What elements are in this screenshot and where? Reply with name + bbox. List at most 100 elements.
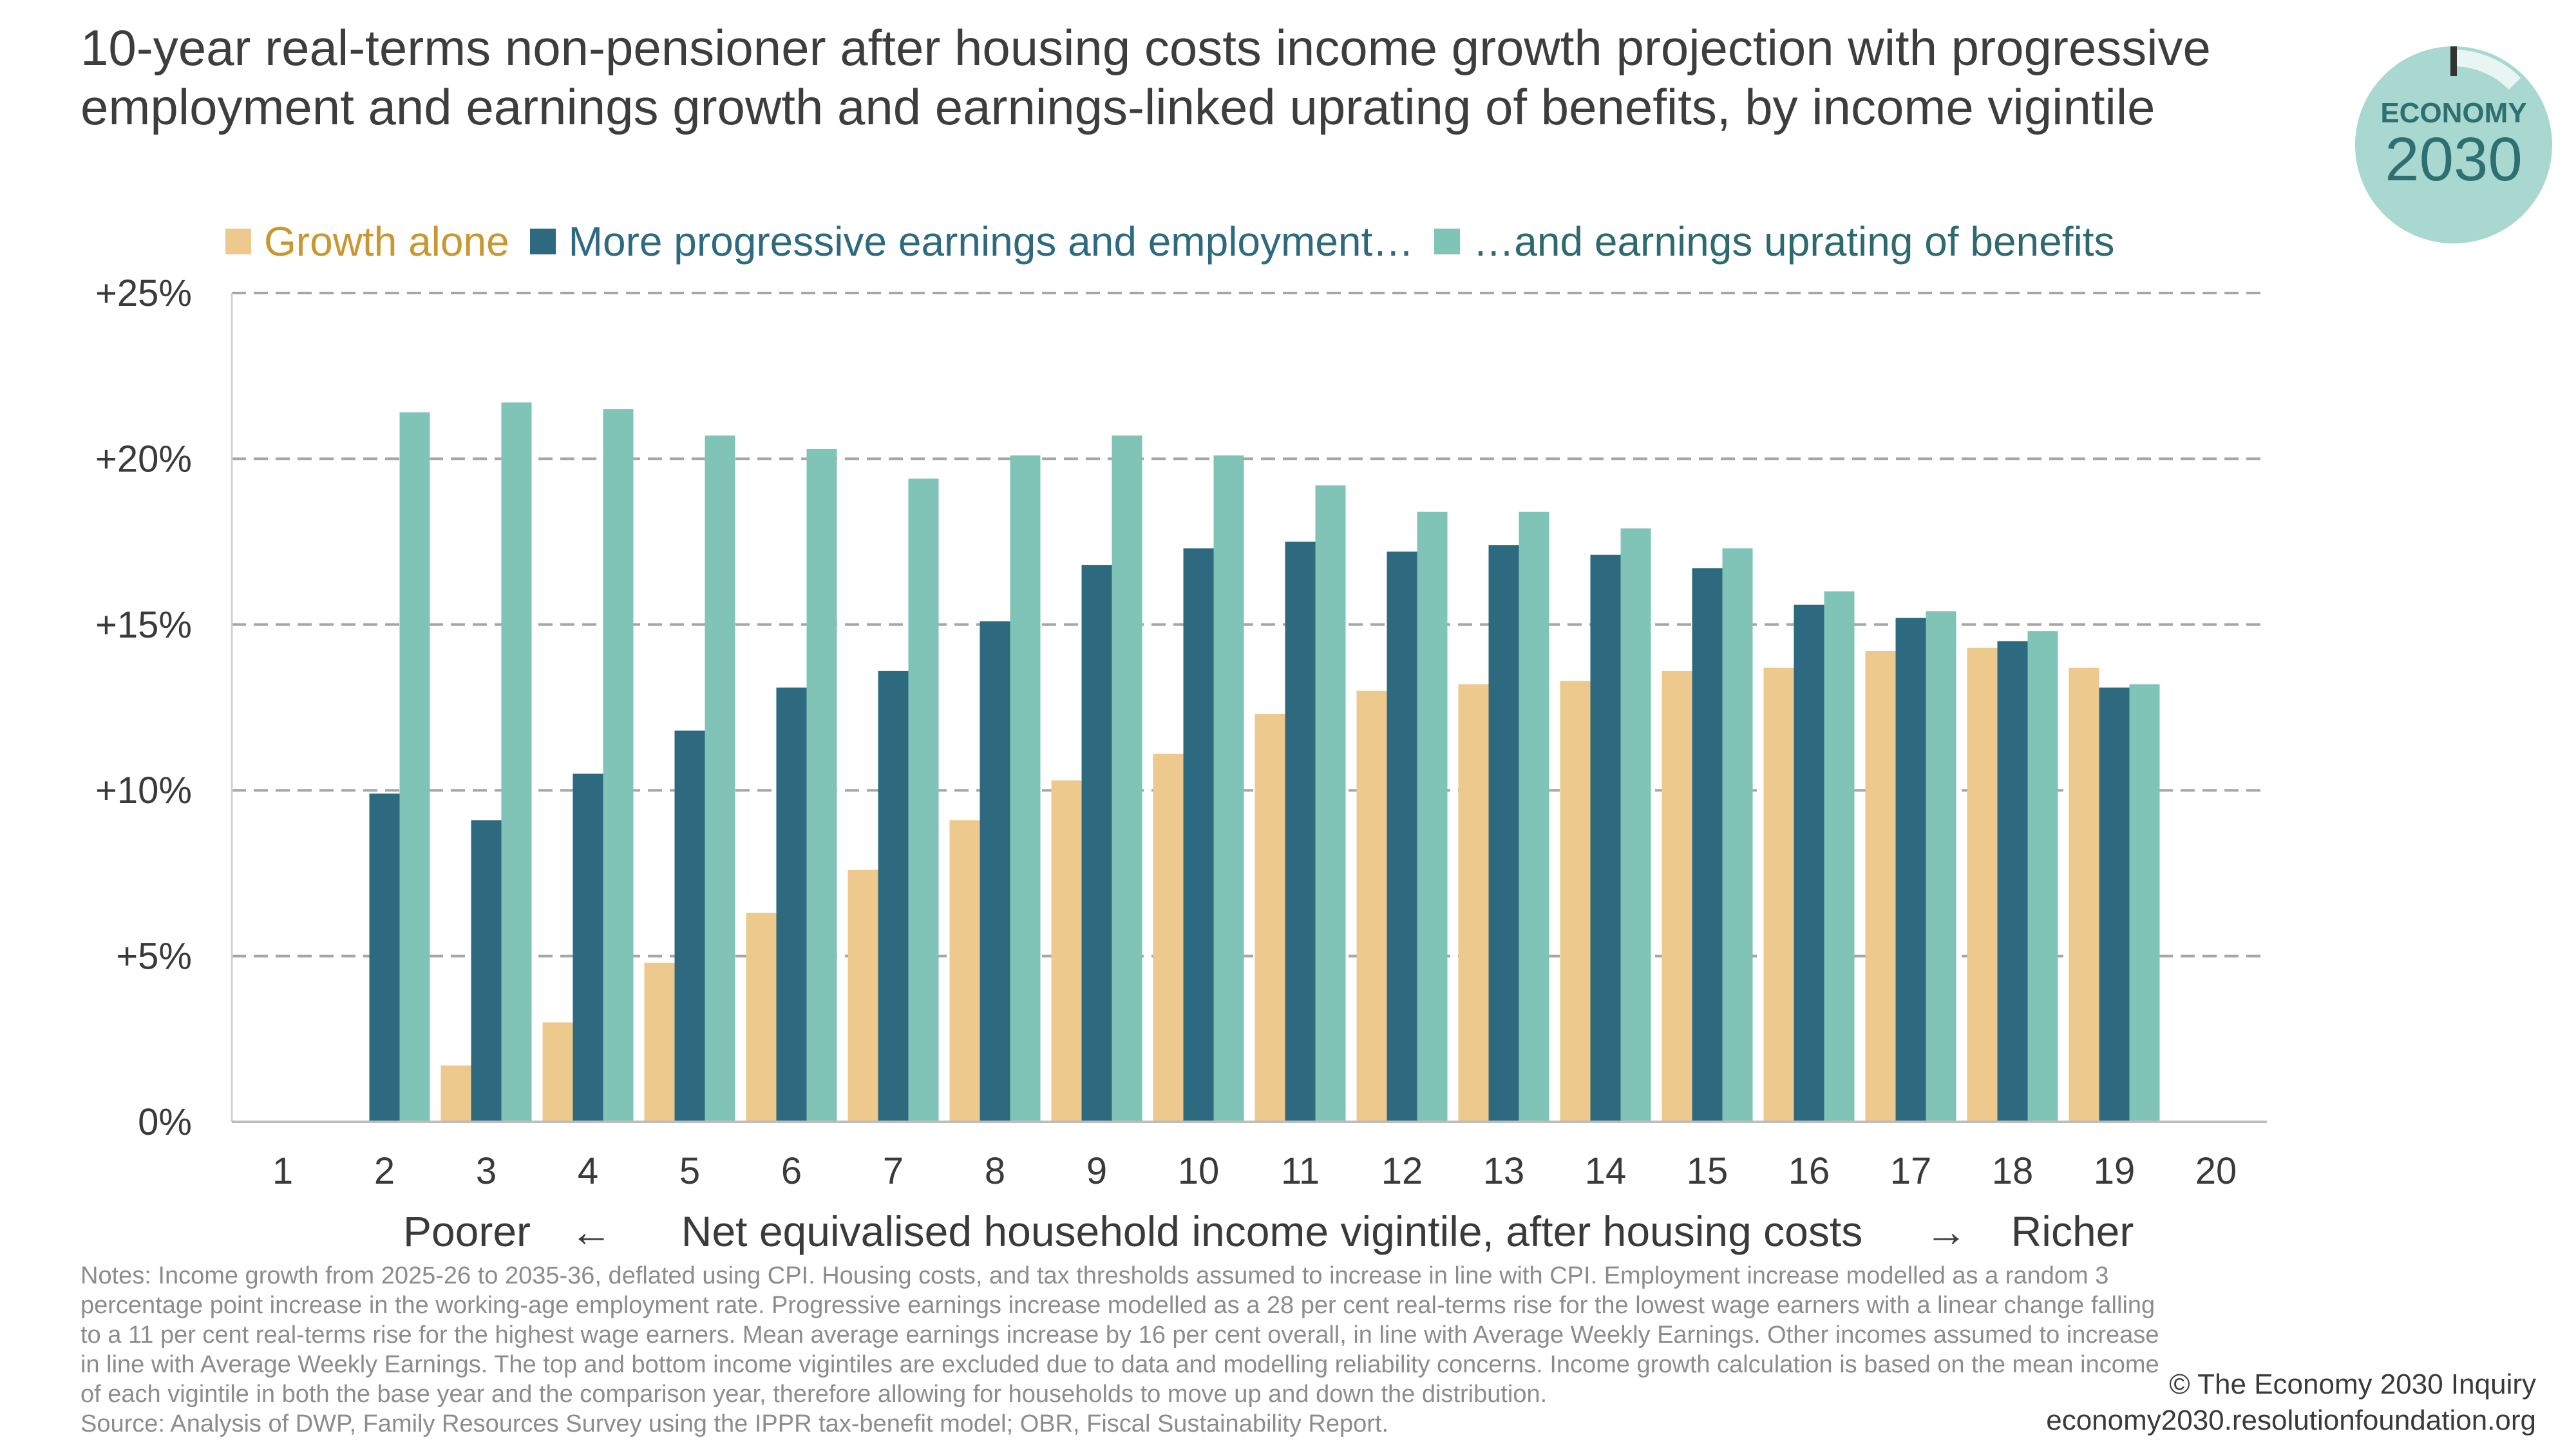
logo-tick — [2450, 46, 2457, 76]
x-tick-label: 11 — [1281, 1150, 1320, 1192]
y-tick-label: +5% — [116, 936, 192, 978]
x-tick-label: 16 — [1788, 1150, 1830, 1192]
x-axis-label-poorer: Poorer — [403, 1208, 531, 1255]
bar-progressive-16 — [1794, 604, 1824, 1122]
source-text: Source: Analysis of DWP, Family Resource… — [80, 1410, 1389, 1437]
bar-uprating-13 — [1519, 511, 1549, 1122]
y-tick-labels: 0% +5% +10% +15% +20% +25% — [95, 272, 192, 1143]
bar-growth-11 — [1255, 714, 1285, 1122]
bar-progressive-3 — [471, 820, 502, 1122]
bar-progressive-4 — [573, 773, 603, 1122]
x-tick-labels: 1 2 3 4 5 6 7 8 9 10 11 12 13 14 15 16 17 18 19 20 — [272, 1150, 2237, 1192]
x-tick-label: 13 — [1483, 1150, 1525, 1192]
credit-line1: © The Economy 2030 Inquiry — [2169, 1368, 2536, 1400]
x-axis-arrow-right: → — [1925, 1208, 1967, 1255]
bar-growth-10 — [1153, 753, 1184, 1122]
x-tick-label: 15 — [1687, 1150, 1728, 1192]
bar-chart: 0%+5%+10%+15%+20%+25% 1 2 3 4 5 6 7 8 9 10 11 12 13 1… — [95, 272, 2267, 1255]
bar-growth-9 — [1051, 780, 1082, 1122]
logo-line2: 2030 — [2385, 125, 2523, 194]
x-tick-label: 20 — [2195, 1150, 2237, 1192]
x-tick-label: 3 — [476, 1150, 497, 1192]
y-tick-label: +15% — [95, 604, 192, 646]
x-tick-label: 1 — [272, 1150, 293, 1192]
bar-uprating-18 — [2027, 631, 2058, 1122]
legend-item-progressive: More progressive earnings and employment… — [529, 218, 1414, 265]
x-tick-label: 18 — [1992, 1150, 2034, 1192]
logo-arc — [2453, 50, 2521, 90]
bar-uprating-17 — [1926, 611, 1956, 1122]
bar-growth-6 — [746, 913, 777, 1122]
x-tick-label: 8 — [985, 1150, 1005, 1192]
bars — [369, 402, 2160, 1122]
legend-swatch-growth — [225, 229, 251, 254]
bar-progressive-2 — [369, 793, 400, 1122]
bar-progressive-10 — [1183, 548, 1214, 1122]
bar-uprating-9 — [1112, 435, 1142, 1122]
bar-progressive-9 — [1081, 565, 1112, 1122]
chart-title: 10-year real-terms non-pensioner after h… — [80, 19, 2211, 135]
bar-progressive-12 — [1387, 551, 1417, 1122]
legend-swatch-uprating — [1434, 229, 1461, 254]
bar-uprating-15 — [1722, 548, 1753, 1122]
x-tick-label: 6 — [781, 1150, 802, 1192]
bar-uprating-16 — [1824, 591, 1855, 1122]
bar-uprating-19 — [2129, 684, 2160, 1122]
bar-progressive-13 — [1488, 545, 1519, 1122]
y-tick-label: +25% — [95, 272, 192, 314]
x-tick-label: 14 — [1585, 1150, 1627, 1192]
bar-uprating-12 — [1417, 511, 1448, 1122]
x-tick-label: 10 — [1178, 1150, 1220, 1192]
logo-line1: ECONOMY — [2380, 97, 2526, 129]
bar-progressive-6 — [776, 687, 807, 1122]
x-tick-label: 17 — [1890, 1150, 1932, 1192]
legend-swatch-progressive — [529, 229, 556, 254]
x-tick-label: 2 — [374, 1150, 395, 1192]
x-axis-label: Poorer ← Net equivalised household incom… — [403, 1208, 2134, 1255]
bar-growth-7 — [848, 869, 878, 1122]
legend-label-progressive: More progressive earnings and employment… — [568, 218, 1414, 265]
y-tick-label: 0% — [138, 1101, 192, 1143]
bar-uprating-3 — [501, 402, 532, 1122]
bar-progressive-17 — [1895, 618, 1926, 1122]
bar-growth-5 — [644, 962, 675, 1122]
credit-url: economy2030.resolutionfoundation.org — [2046, 1405, 2536, 1436]
bar-uprating-2 — [399, 412, 430, 1122]
economy-2030-logo: ECONOMY 2030 — [2355, 46, 2552, 243]
bar-growth-13 — [1458, 684, 1489, 1122]
bar-progressive-15 — [1692, 568, 1723, 1122]
legend-label-growth: Growth alone — [264, 218, 509, 265]
bar-progressive-19 — [2099, 687, 2130, 1122]
legend-item-uprating: …and earnings uprating of benefits — [1434, 218, 2115, 265]
bar-growth-18 — [1967, 647, 1998, 1122]
bar-growth-19 — [2069, 667, 2099, 1122]
x-tick-label: 7 — [883, 1150, 904, 1192]
credit-block: © The Economy 2030 Inquiry economy2030.r… — [2046, 1367, 2536, 1439]
bar-growth-17 — [1865, 650, 1896, 1122]
bar-uprating-7 — [908, 478, 939, 1122]
y-tick-label: +20% — [95, 438, 192, 480]
bar-growth-12 — [1356, 690, 1387, 1122]
bar-progressive-5 — [674, 730, 705, 1122]
notes-text: Notes: Income growth from 2025-26 to 203… — [80, 1262, 2159, 1408]
x-tick-label: 4 — [578, 1150, 598, 1192]
bar-growth-14 — [1560, 681, 1591, 1122]
bar-uprating-10 — [1213, 455, 1244, 1122]
bar-uprating-4 — [603, 409, 634, 1122]
bar-growth-15 — [1662, 670, 1692, 1122]
legend: Growth alone More progressive earnings a… — [225, 213, 2136, 270]
notes-block: Notes: Income growth from 2025-26 to 203… — [80, 1261, 2161, 1439]
legend-item-growth: Growth alone — [225, 218, 509, 265]
logo-circle — [2355, 46, 2552, 243]
bar-uprating-14 — [1620, 528, 1651, 1122]
x-tick-label: 9 — [1086, 1150, 1107, 1192]
bar-progressive-8 — [980, 621, 1010, 1122]
bar-growth-3 — [440, 1065, 471, 1122]
bar-growth-4 — [542, 1022, 573, 1122]
bar-growth-16 — [1763, 667, 1794, 1122]
axes — [231, 293, 2267, 1123]
x-axis-label-richer: Richer — [2011, 1208, 2134, 1255]
bar-progressive-14 — [1590, 554, 1621, 1122]
x-tick-label: 12 — [1381, 1150, 1423, 1192]
bar-uprating-11 — [1315, 485, 1346, 1122]
